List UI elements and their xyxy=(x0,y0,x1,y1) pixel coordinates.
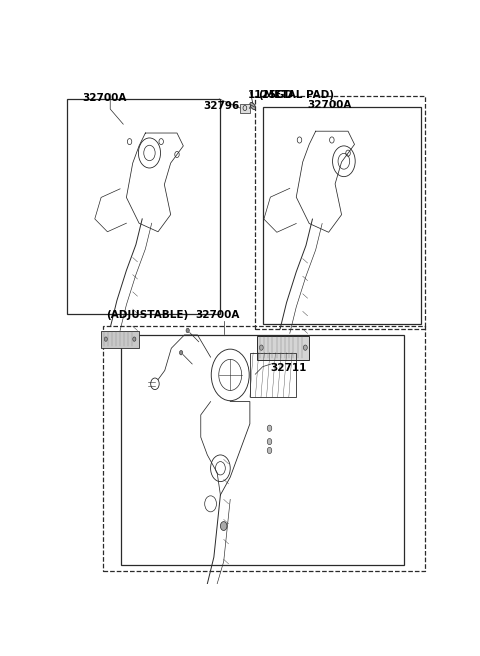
Bar xyxy=(250,353,296,397)
Text: 32700A: 32700A xyxy=(83,93,127,103)
Text: (ADJUSTABLE): (ADJUSTABLE) xyxy=(107,310,189,320)
Bar xyxy=(255,96,424,329)
Circle shape xyxy=(186,328,189,333)
Circle shape xyxy=(133,337,136,341)
Bar xyxy=(257,336,309,359)
Bar xyxy=(101,331,139,348)
Bar xyxy=(121,335,404,565)
Ellipse shape xyxy=(250,102,255,110)
Text: 32796: 32796 xyxy=(203,101,240,111)
Circle shape xyxy=(303,345,307,350)
Bar xyxy=(188,586,233,611)
Bar xyxy=(263,106,421,323)
Circle shape xyxy=(267,447,272,453)
Bar xyxy=(67,99,220,314)
Text: 32711: 32711 xyxy=(270,363,307,373)
Text: 32700A: 32700A xyxy=(196,310,240,320)
Circle shape xyxy=(220,522,227,531)
Circle shape xyxy=(267,425,272,432)
Circle shape xyxy=(259,345,263,350)
Bar xyxy=(103,326,424,571)
Text: (METAL PAD): (METAL PAD) xyxy=(259,90,334,100)
Circle shape xyxy=(180,350,183,355)
Circle shape xyxy=(267,438,272,445)
Text: 1125GD: 1125GD xyxy=(248,91,294,100)
Bar xyxy=(240,104,250,113)
Circle shape xyxy=(104,337,108,341)
Text: 32700A: 32700A xyxy=(307,100,352,110)
